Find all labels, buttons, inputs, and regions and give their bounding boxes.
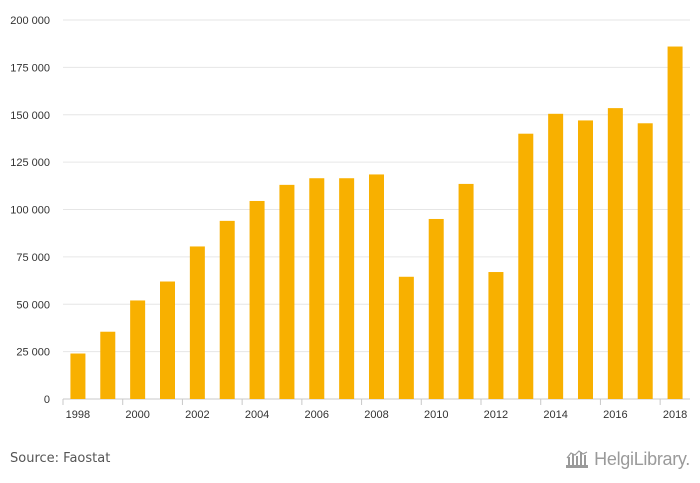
x-tick-label: 2004 xyxy=(245,409,269,421)
helgi-library-logo-icon xyxy=(566,450,589,468)
x-tick-label: 2012 xyxy=(484,409,508,421)
bars xyxy=(70,46,683,400)
bar-1999[interactable] xyxy=(100,331,116,399)
bar-2012[interactable] xyxy=(488,272,504,399)
y-tick-label: 0 xyxy=(44,394,50,406)
bar-2013[interactable] xyxy=(518,133,534,399)
y-tick-label: 75 000 xyxy=(16,252,50,264)
y-tick-label: 100 000 xyxy=(10,205,50,217)
y-tick-label: 175 000 xyxy=(10,62,50,74)
y-tick-label: 150 000 xyxy=(10,110,50,122)
bar-2005[interactable] xyxy=(279,184,295,399)
bar-2018[interactable] xyxy=(667,46,683,399)
bar-2001[interactable] xyxy=(160,281,175,399)
bar-2007[interactable] xyxy=(339,178,355,399)
x-tick-label: 2010 xyxy=(424,409,448,421)
brand-prefix: Helgi xyxy=(594,448,634,469)
x-tick-label: 2018 xyxy=(663,409,687,421)
y-axis-ticks: 0 25 000 50 000 75 000 100 000 125 000 150 000… xyxy=(10,15,50,406)
bar-2017[interactable] xyxy=(637,123,653,399)
chart-svg: 0 25 000 50 000 75 000 100 000 125 000 150 000… xyxy=(10,15,690,421)
x-tick-label: 2014 xyxy=(543,409,567,421)
bar-2002[interactable] xyxy=(189,246,205,399)
x-axis-ticks: 1998 2000 2002 2004 2006 2008 2010 2012 2014 2016… xyxy=(62,399,687,421)
y-tick-label: 50 000 xyxy=(16,299,50,311)
x-tick-label: 2002 xyxy=(185,409,209,421)
bar-2000[interactable] xyxy=(130,300,146,399)
brand-text: HelgiLibrary. xyxy=(594,449,690,470)
bar-1998[interactable] xyxy=(70,353,86,399)
brand-suffix: Library xyxy=(633,448,686,469)
bar-2010[interactable] xyxy=(428,218,444,399)
y-tick-label: 200 000 xyxy=(10,15,50,27)
y-tick-label: 125 000 xyxy=(10,157,50,169)
bar-2011[interactable] xyxy=(458,183,474,399)
x-tick-label: 1998 xyxy=(66,409,90,421)
x-tick-label: 2008 xyxy=(364,409,388,421)
x-tick-label: 2006 xyxy=(305,409,329,421)
y-tick-label: 25 000 xyxy=(16,347,50,359)
bar-2014[interactable] xyxy=(548,113,564,400)
bar-chart: 0 25 000 50 000 75 000 100 000 125 000 150 000… xyxy=(10,15,690,421)
bar-2008[interactable] xyxy=(369,174,384,399)
bar-2004[interactable] xyxy=(249,200,265,399)
brand-logo[interactable]: HelgiLibrary. xyxy=(565,448,690,470)
x-tick-label: 2016 xyxy=(603,409,627,421)
bar-2016[interactable] xyxy=(607,108,623,400)
brand-dot: . xyxy=(685,448,690,469)
bar-2003[interactable] xyxy=(219,220,235,399)
bar-2015[interactable] xyxy=(578,120,593,399)
bar-2006[interactable] xyxy=(309,178,325,399)
bar-2009[interactable] xyxy=(398,276,414,399)
source-note: Source: Faostat xyxy=(10,451,111,466)
x-tick-label: 2000 xyxy=(125,409,149,421)
